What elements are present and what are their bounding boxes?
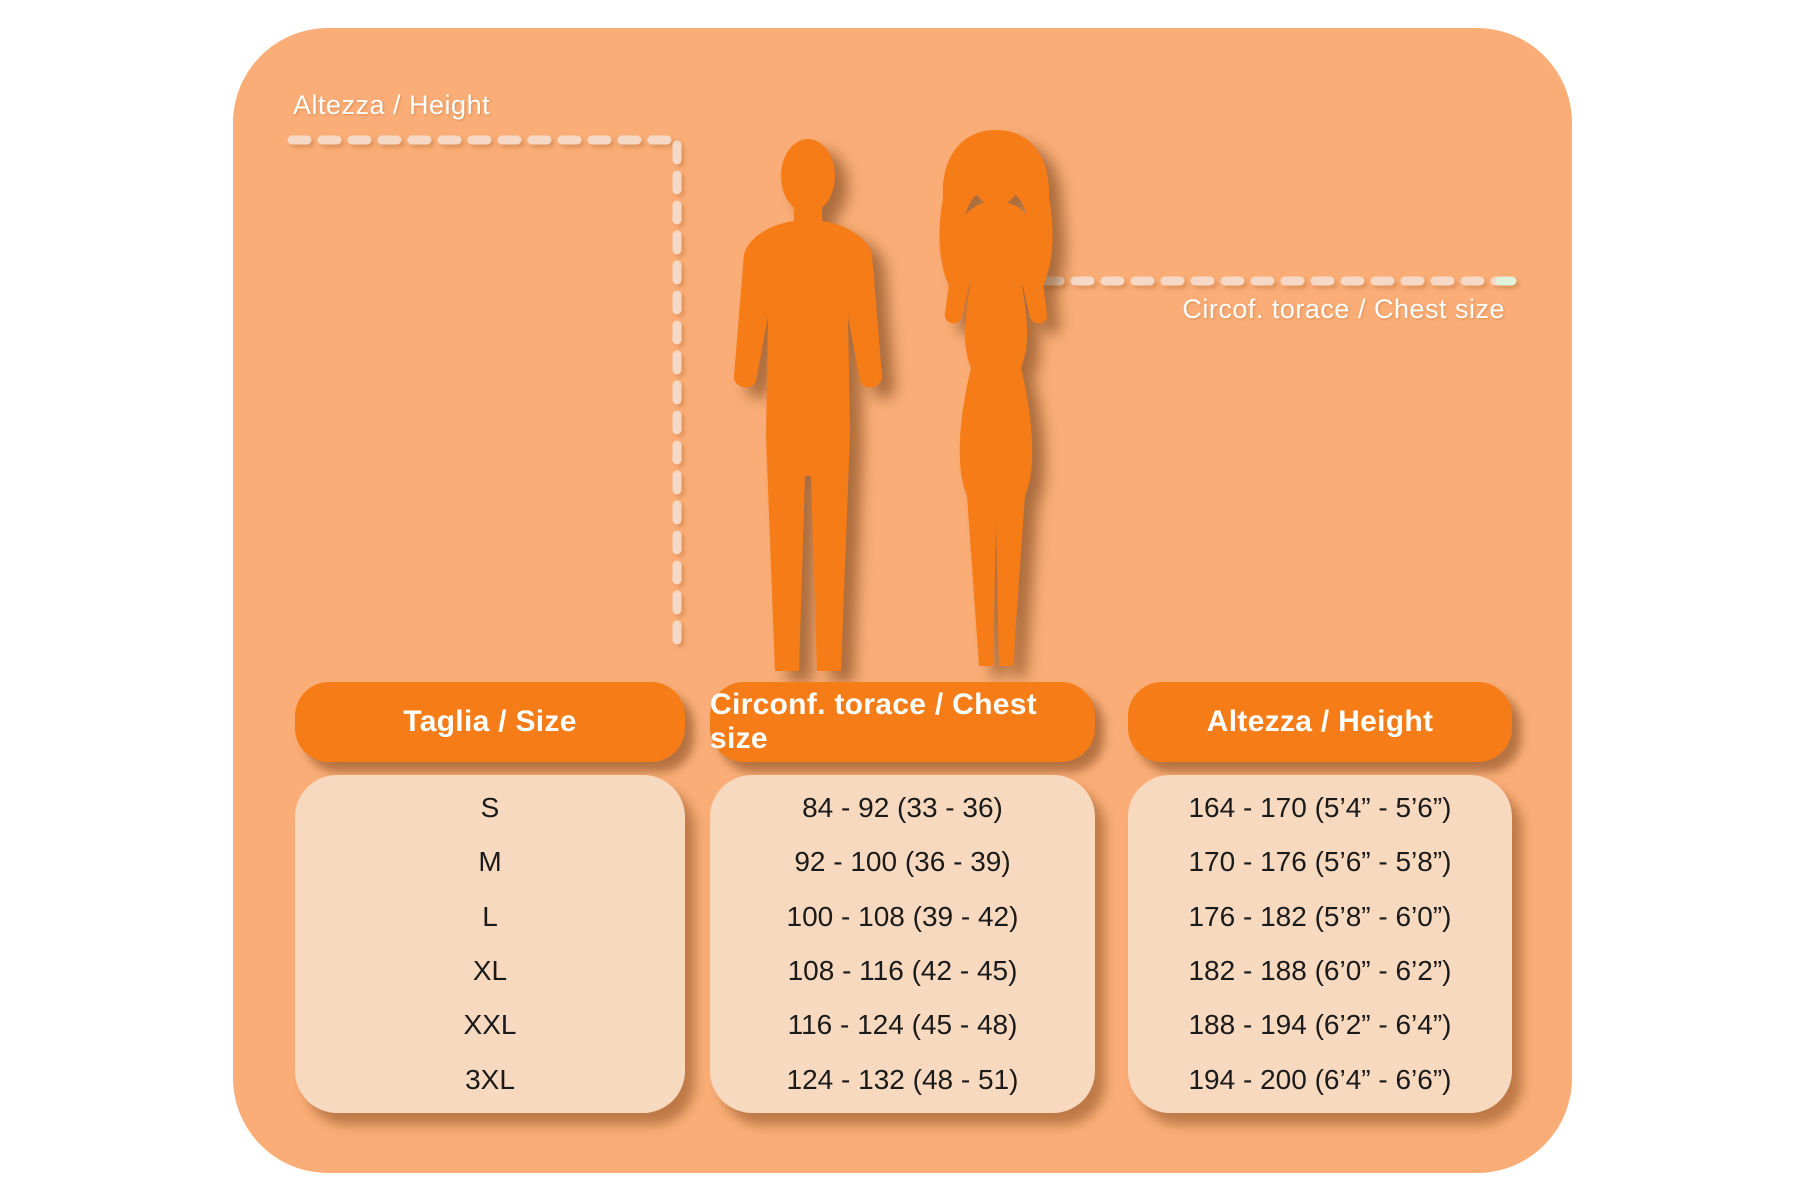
chest-cell: 84 - 92 (33 - 36) bbox=[802, 792, 1003, 824]
man-silhouette-icon bbox=[733, 139, 883, 671]
height-cell: 194 - 200 (6’4” - 6’6”) bbox=[1188, 1063, 1452, 1095]
size-cell: 3XL bbox=[465, 1063, 515, 1095]
height-cell: 188 - 194 (6’2” - 6’4”) bbox=[1188, 1009, 1452, 1041]
size-cell: L bbox=[482, 900, 498, 932]
size-column-body: S M L XL XXL 3XL bbox=[295, 775, 685, 1113]
height-dashed-line bbox=[287, 135, 682, 650]
size-column-header: Taglia / Size bbox=[295, 682, 685, 762]
chest-column-body: 84 - 92 (33 - 36) 92 - 100 (36 - 39) 100… bbox=[710, 775, 1095, 1113]
size-column: Taglia / Size S M L XL XXL 3XL bbox=[295, 682, 685, 1113]
chest-measure-label: Circof. torace / Chest size bbox=[1182, 294, 1505, 324]
chest-cell: 116 - 124 (45 - 48) bbox=[787, 1009, 1018, 1041]
size-cell: S bbox=[480, 792, 500, 824]
height-cell: 170 - 176 (5’6” - 5’8”) bbox=[1188, 846, 1452, 878]
size-cell: M bbox=[478, 846, 502, 878]
height-cell: 182 - 188 (6’0” - 6’2”) bbox=[1188, 955, 1452, 987]
chest-cell: 124 - 132 (48 - 51) bbox=[786, 1063, 1019, 1095]
height-cell: 164 - 170 (5’4” - 5’6”) bbox=[1188, 792, 1452, 824]
size-guide-panel: Altezza / Height Circof. torace / Chest … bbox=[233, 28, 1572, 1173]
height-column-header: Altezza / Height bbox=[1128, 682, 1512, 762]
height-column: Altezza / Height 164 - 170 (5’4” - 5’6”)… bbox=[1128, 682, 1512, 1113]
chest-column: Circonf. torace / Chest size 84 - 92 (33… bbox=[710, 682, 1095, 1113]
height-measure-label: Altezza / Height bbox=[293, 90, 491, 120]
height-column-body: 164 - 170 (5’4” - 5’6”) 170 - 176 (5’6” … bbox=[1128, 775, 1512, 1113]
woman-silhouette-icon bbox=[939, 130, 1053, 666]
height-cell: 176 - 182 (5’8” - 6’0”) bbox=[1188, 900, 1452, 932]
chest-cell: 100 - 108 (39 - 42) bbox=[786, 900, 1019, 932]
chest-cell: 92 - 100 (36 - 39) bbox=[794, 846, 1011, 878]
size-cell: XXL bbox=[463, 1009, 517, 1041]
size-cell: XL bbox=[472, 955, 508, 987]
chest-column-header: Circonf. torace / Chest size bbox=[710, 682, 1095, 762]
size-table: Taglia / Size S M L XL XXL 3XL Circonf. … bbox=[295, 682, 1512, 1113]
chest-cell: 108 - 116 (42 - 45) bbox=[787, 955, 1018, 987]
